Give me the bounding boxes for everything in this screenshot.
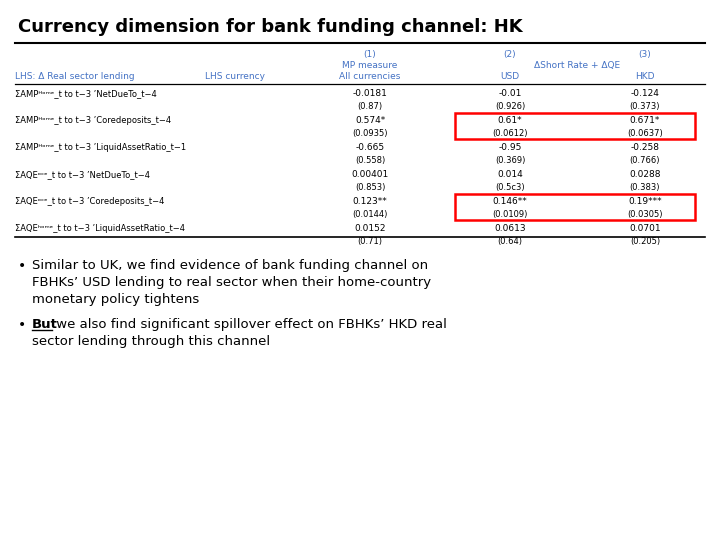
Text: (0.64): (0.64) — [498, 237, 523, 246]
Text: monetary policy tightens: monetary policy tightens — [32, 293, 199, 306]
Text: ΣAQEʰᵒᵐᵉ_t to t−3 ’LiquidAssetRatio_t−4: ΣAQEʰᵒᵐᵉ_t to t−3 ’LiquidAssetRatio_t−4 — [15, 224, 185, 233]
Text: 0.0152: 0.0152 — [354, 224, 386, 233]
Text: -0.258: -0.258 — [631, 143, 660, 152]
Text: •: • — [18, 318, 26, 332]
Text: But: But — [32, 318, 58, 331]
Text: Similar to UK, we find evidence of bank funding channel on: Similar to UK, we find evidence of bank … — [32, 259, 428, 272]
Text: we also find significant spillover effect on FBHKs’ HKD real: we also find significant spillover effec… — [52, 318, 447, 331]
Text: ΣAMPᴴᵒᵐᵉ_t to t−3 ’NetDueTo_t−4: ΣAMPᴴᵒᵐᵉ_t to t−3 ’NetDueTo_t−4 — [15, 89, 157, 98]
Text: •: • — [18, 259, 26, 273]
Text: -0.124: -0.124 — [631, 89, 660, 98]
Text: 0.61*: 0.61* — [498, 116, 522, 125]
Text: (0.369): (0.369) — [495, 156, 525, 165]
Text: (0.5c3): (0.5c3) — [495, 183, 525, 192]
Text: FBHKs’ USD lending to real sector when their home-country: FBHKs’ USD lending to real sector when t… — [32, 276, 431, 289]
Text: -0.95: -0.95 — [498, 143, 522, 152]
Text: 0.0701: 0.0701 — [629, 224, 661, 233]
Text: 0.19***: 0.19*** — [628, 197, 662, 206]
Text: LHS currency: LHS currency — [205, 72, 265, 81]
Text: (0.853): (0.853) — [355, 183, 385, 192]
Text: MP measure: MP measure — [342, 61, 397, 70]
Text: 0.0288: 0.0288 — [629, 170, 661, 179]
Text: (1): (1) — [364, 50, 377, 59]
Text: (0.0935): (0.0935) — [352, 129, 388, 138]
Text: (0.0612): (0.0612) — [492, 129, 528, 138]
Text: (0.926): (0.926) — [495, 102, 525, 111]
Text: USD: USD — [500, 72, 520, 81]
Text: (0.0109): (0.0109) — [492, 210, 528, 219]
Text: -0.665: -0.665 — [356, 143, 384, 152]
Text: sector lending through this channel: sector lending through this channel — [32, 335, 270, 348]
Text: -0.0181: -0.0181 — [353, 89, 387, 98]
Text: LHS: Δ Real sector lending: LHS: Δ Real sector lending — [15, 72, 135, 81]
Text: (0.0637): (0.0637) — [627, 129, 663, 138]
Text: (0.0305): (0.0305) — [627, 210, 662, 219]
Text: (2): (2) — [504, 50, 516, 59]
Text: ΣAMPᴴᵒᵐᵉ_t to t−3 ’LiquidAssetRatio_t−1: ΣAMPᴴᵒᵐᵉ_t to t−3 ’LiquidAssetRatio_t−1 — [15, 143, 186, 152]
Text: HKD: HKD — [635, 72, 654, 81]
Text: 0.671*: 0.671* — [630, 116, 660, 125]
Text: -0.01: -0.01 — [498, 89, 522, 98]
Text: 0.574*: 0.574* — [355, 116, 385, 125]
Text: ΣAQEᵒᶜᵉ_t to t−3 ’Coredeposits_t−4: ΣAQEᵒᶜᵉ_t to t−3 ’Coredeposits_t−4 — [15, 197, 164, 206]
Text: ΣAQEᵒᶜᵉ_t to t−3 ’NetDueTo_t−4: ΣAQEᵒᶜᵉ_t to t−3 ’NetDueTo_t−4 — [15, 170, 150, 179]
Text: 0.014: 0.014 — [497, 170, 523, 179]
Text: (0.383): (0.383) — [630, 183, 660, 192]
Text: (0.87): (0.87) — [357, 102, 382, 111]
Bar — [455, 113, 695, 139]
Text: All currencies: All currencies — [339, 72, 401, 81]
Text: (0.373): (0.373) — [630, 102, 660, 111]
Bar — [455, 194, 695, 220]
Text: (3): (3) — [639, 50, 652, 59]
Text: (0.766): (0.766) — [630, 156, 660, 165]
Text: (0.205): (0.205) — [630, 237, 660, 246]
Text: ΔShort Rate + ΔQE: ΔShort Rate + ΔQE — [534, 61, 621, 70]
Text: 0.146**: 0.146** — [492, 197, 527, 206]
Text: Currency dimension for bank funding channel: HK: Currency dimension for bank funding chan… — [18, 18, 523, 36]
Text: (0.558): (0.558) — [355, 156, 385, 165]
Text: 0.0613: 0.0613 — [494, 224, 526, 233]
Text: ΣAMPᴴᵒᵐᵉ_t to t−3 ’Coredeposits_t−4: ΣAMPᴴᵒᵐᵉ_t to t−3 ’Coredeposits_t−4 — [15, 116, 171, 125]
Text: (0.0144): (0.0144) — [352, 210, 387, 219]
Text: (0.71): (0.71) — [358, 237, 382, 246]
Text: 0.123**: 0.123** — [353, 197, 387, 206]
Text: 0.00401: 0.00401 — [351, 170, 389, 179]
